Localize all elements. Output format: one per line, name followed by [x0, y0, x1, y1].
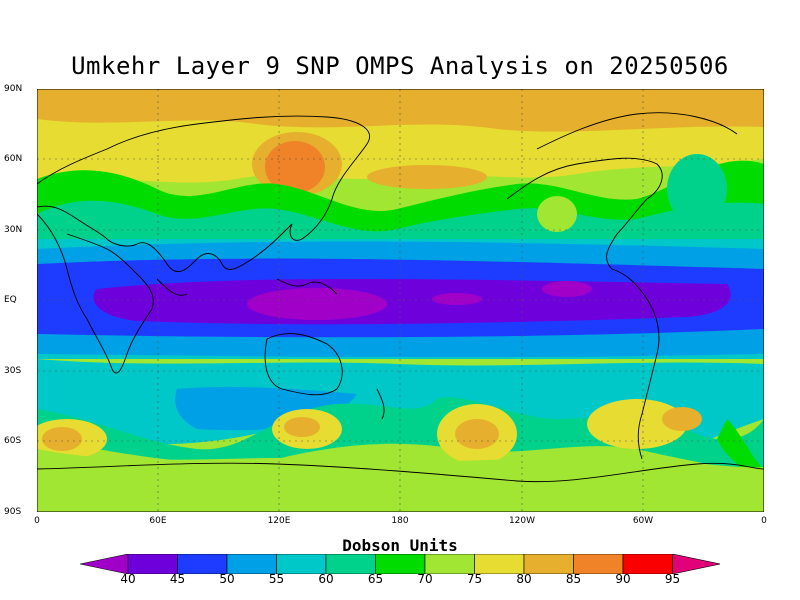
colorbar-tick-label: 45: [169, 572, 186, 586]
colorbar: [80, 554, 720, 574]
contour-npac-orange: [367, 165, 487, 189]
colorbar-tick-label: 80: [516, 572, 532, 586]
colorbar-tick-label: 40: [120, 572, 136, 586]
lat-label-30s: 30S: [4, 366, 22, 376]
lon-label-0-right: 0: [761, 516, 767, 526]
colorbar-segment: [375, 554, 426, 574]
colorbar-tick-label: 75: [466, 572, 483, 586]
contour-atlantic-teal: [667, 154, 727, 224]
lat-label-60n: 60N: [4, 154, 23, 164]
lat-label-90s: 90S: [4, 507, 22, 517]
colorbar-segment: [226, 554, 277, 574]
colorbar-tick-label: 70: [417, 572, 433, 586]
contour-sh-teal: [37, 396, 764, 479]
contour-sh-green: [717, 419, 764, 479]
colorbar-tick-label: 85: [565, 572, 582, 586]
lat-label-90n: 90N: [4, 84, 23, 94]
chart-title: Umkehr Layer 9 SNP OMPS Analysis on 2025…: [71, 52, 729, 80]
contour-north-yellow: [37, 119, 764, 183]
colorbar-segment: [573, 554, 624, 574]
contour-south-polar-lime: [37, 449, 764, 512]
lat-label-30n: 30N: [4, 225, 23, 235]
contour-tropics-purple-2: [432, 293, 482, 305]
colorbar-segment: [523, 554, 574, 574]
contour-namerica-lime: [537, 196, 577, 232]
ozone-map: [37, 89, 764, 512]
colorbar-tick-label: 60: [318, 572, 334, 586]
contour-tropics-purple-3: [542, 281, 592, 297]
lon-label-0-left: 0: [34, 516, 40, 526]
contour-sh-orange-3: [284, 417, 320, 437]
colorbar-segment: [127, 554, 178, 574]
contour-sh-yellow-4: [587, 399, 687, 449]
colorbar-tick-label: 90: [615, 572, 631, 586]
colorbar-segment: [276, 554, 327, 574]
contour-tropics-violet: [93, 279, 731, 325]
contour-tropics-purple-1: [247, 288, 387, 320]
lon-label-60e: 60E: [149, 516, 167, 526]
lat-label-60s: 60S: [4, 436, 22, 446]
colorbar-segment: [424, 554, 475, 574]
colorbar-segment: [474, 554, 525, 574]
coastlines: [37, 112, 764, 483]
contour-sh-orange-2: [42, 427, 82, 451]
contour-sh-orange-4: [662, 407, 702, 431]
colorbar-tick-label: 95: [664, 572, 681, 586]
colorbar-segment: [325, 554, 376, 574]
lon-label-120e: 120E: [267, 516, 291, 526]
colorbar-tick-label: 65: [367, 572, 384, 586]
contour-sh-orange-1: [455, 419, 499, 449]
lon-label-120w: 120W: [508, 516, 536, 526]
colorbar-arrow-low: [80, 554, 129, 574]
map-gridlines: [37, 89, 764, 512]
contour-siberia-peak: [265, 141, 325, 193]
colorbar-tick-label: 55: [268, 572, 285, 586]
colorbar-tick-label: 50: [219, 572, 235, 586]
colorbar-segment: [622, 554, 673, 574]
colorbar-arrow-high: [672, 554, 720, 574]
colorbar-title: Dobson Units: [342, 536, 458, 555]
lon-label-60w: 60W: [632, 516, 654, 526]
lat-label-eq: EQ: [4, 295, 17, 305]
lon-label-180: 180: [391, 516, 409, 526]
colorbar-segment: [177, 554, 228, 574]
